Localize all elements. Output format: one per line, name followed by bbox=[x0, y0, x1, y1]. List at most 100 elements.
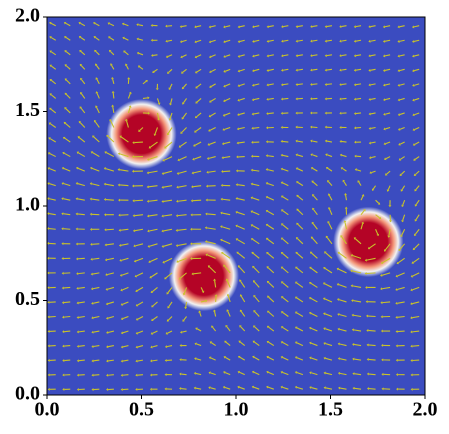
quiver-arrowhead bbox=[90, 287, 94, 291]
quiver-arrowhead bbox=[118, 228, 121, 232]
quiver-arrow bbox=[297, 168, 304, 172]
quiver-arrowhead bbox=[322, 282, 326, 286]
quiver-arrowhead bbox=[235, 238, 239, 241]
quiver-arrowhead bbox=[149, 373, 153, 377]
quiver-arrowhead bbox=[235, 169, 238, 173]
quiver-arrow bbox=[226, 326, 231, 332]
quiver-arrow bbox=[338, 252, 347, 259]
quiver-arrowhead bbox=[237, 54, 241, 58]
quiver-arrow bbox=[312, 54, 318, 57]
quiver-arrowhead bbox=[226, 293, 230, 297]
quiver-arrow bbox=[345, 194, 348, 201]
quiver-arrowhead bbox=[64, 78, 68, 81]
quiver-arrowhead bbox=[395, 301, 398, 305]
quiver-arrowhead bbox=[150, 345, 153, 349]
quiver-arrowhead bbox=[148, 260, 151, 264]
quiver-arrow bbox=[78, 286, 85, 289]
quiver-arrow bbox=[125, 65, 129, 70]
quiver-arrow bbox=[237, 252, 246, 259]
quiver-arrowhead bbox=[353, 68, 357, 72]
quiver-arrow bbox=[206, 241, 216, 245]
quiver-arrowhead bbox=[344, 193, 348, 196]
quiver-arrowhead bbox=[369, 171, 372, 175]
quiver-arrowhead bbox=[377, 202, 381, 205]
quiver-arrow bbox=[370, 25, 376, 28]
quiver-arrow bbox=[200, 287, 204, 292]
quiver-arrow bbox=[341, 140, 347, 143]
quiver-arrowhead bbox=[412, 83, 415, 87]
quiver-arrow bbox=[400, 170, 406, 175]
quiver-arrow bbox=[325, 357, 333, 361]
quiver-arrow bbox=[366, 257, 376, 261]
quiver-arrow bbox=[341, 154, 347, 158]
quiver-arrow bbox=[195, 372, 202, 376]
quiver-arrow bbox=[91, 198, 100, 201]
quiver-arrowhead bbox=[237, 98, 240, 102]
quiver-arrowhead bbox=[235, 183, 238, 187]
quiver-arrow bbox=[78, 272, 85, 275]
quiver-arrow bbox=[119, 169, 129, 172]
quiver-arrowhead bbox=[280, 251, 284, 255]
quiver-arrowhead bbox=[354, 154, 357, 158]
quiver-arrow bbox=[253, 83, 260, 86]
quiver-arrowhead bbox=[366, 357, 369, 361]
quiver-arrowhead bbox=[411, 25, 415, 29]
quiver-arrow bbox=[95, 106, 100, 114]
quiver-arrowhead bbox=[149, 275, 152, 279]
quiver-arrowhead bbox=[382, 69, 386, 72]
quiver-arrow bbox=[168, 301, 173, 308]
quiver-arrowhead bbox=[62, 359, 65, 363]
quiver-arrowhead bbox=[323, 386, 326, 390]
quiver-arrow bbox=[413, 39, 420, 42]
quiver-arrowhead bbox=[239, 294, 243, 297]
quiver-arrowhead bbox=[280, 167, 284, 171]
quiver-arrow bbox=[123, 37, 129, 41]
quiver-arrow bbox=[397, 286, 405, 291]
quiver-arrow bbox=[268, 311, 275, 317]
quiver-arrowhead bbox=[90, 257, 93, 261]
quiver-arrowhead bbox=[312, 194, 315, 197]
quiver-arrow bbox=[63, 315, 71, 318]
quiver-arrowhead bbox=[236, 127, 240, 131]
quiver-arrowhead bbox=[221, 251, 224, 255]
quiver-arrow bbox=[325, 387, 333, 390]
quiver-arrow bbox=[221, 239, 231, 245]
quiver-arrow bbox=[183, 316, 188, 321]
quiver-arrow bbox=[182, 98, 188, 104]
quiver-arrowhead bbox=[105, 287, 108, 291]
quiver-arrowhead bbox=[382, 54, 386, 58]
quiver-arrowhead bbox=[365, 300, 368, 304]
quiver-arrow bbox=[110, 50, 115, 56]
quiver-arrowhead bbox=[161, 214, 164, 218]
quiver-arrow bbox=[296, 267, 304, 274]
quiver-arrowhead bbox=[76, 387, 79, 391]
quiver-arrowhead bbox=[323, 267, 326, 270]
quiver-arrowhead bbox=[61, 271, 64, 275]
quiver-arrow bbox=[311, 237, 318, 245]
quiver-arrow bbox=[149, 228, 158, 232]
quiver-arrow bbox=[297, 83, 303, 86]
quiver-arrowhead bbox=[225, 278, 229, 281]
quiver-arrowhead bbox=[368, 156, 372, 160]
quiver-arrow bbox=[354, 358, 362, 361]
quiver-arrowhead bbox=[309, 356, 312, 360]
quiver-arrowhead bbox=[250, 154, 254, 158]
quiver-arrow bbox=[167, 39, 173, 42]
quiver-arrowhead bbox=[265, 195, 269, 199]
quiver-arrowhead bbox=[336, 283, 340, 286]
quiver-arrowhead bbox=[108, 49, 112, 53]
quiver-arrowhead bbox=[124, 63, 128, 66]
quiver-arrow bbox=[77, 167, 86, 172]
quiver-arrowhead bbox=[63, 121, 67, 125]
quiver-arrowhead bbox=[328, 206, 331, 210]
quiver-arrowhead bbox=[388, 220, 392, 223]
quiver-arrowhead bbox=[80, 91, 83, 95]
quiver-arrow bbox=[355, 54, 362, 57]
quiver-arrow bbox=[63, 301, 71, 304]
quiver-arrow bbox=[107, 330, 115, 334]
quiver-arrowhead bbox=[165, 331, 169, 335]
quiver-arrowhead bbox=[194, 40, 197, 44]
quiver-arrowhead bbox=[91, 330, 94, 334]
quiver-arrowhead bbox=[48, 122, 52, 125]
quiver-arrow bbox=[122, 359, 129, 362]
